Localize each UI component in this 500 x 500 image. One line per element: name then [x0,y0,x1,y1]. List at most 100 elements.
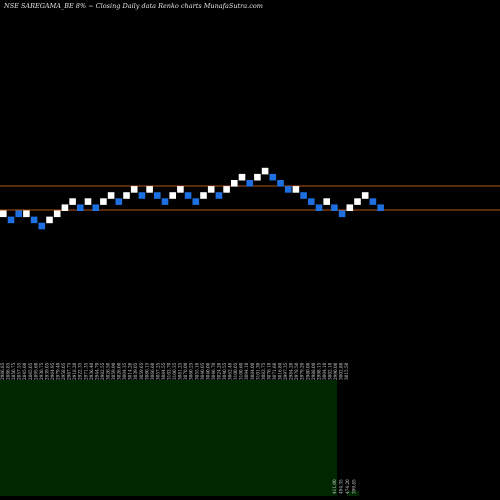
tick-label: 2865.05 [28,362,33,380]
tick-label: 3084.00 [250,362,255,380]
chart-title: NSE SAREGAMA_BE 8% ~ Closing Daily data … [4,2,263,10]
renko-brick-up [123,192,130,199]
renko-brick-up [146,186,153,193]
tick-label: 3040.00 [205,362,210,380]
tick-label: 3060.25 [189,362,194,380]
tick-label: 2986.85 [0,362,5,380]
tick-label: 3026.00 [117,362,122,380]
tick-label: 3083.75 [261,362,266,380]
renko-brick-down [246,180,253,187]
volume-panel-tail [347,491,360,496]
renko-brick-up [100,198,107,205]
tick-label: 3070.00 [183,362,188,380]
renko-brick-down [277,180,284,187]
renko-brick-down [315,204,323,211]
tick-label: 3002.80 [339,362,344,380]
tick-label: 3066.60 [150,362,155,380]
tick-label: 2944.70 [94,362,99,380]
tick-label: 3071.60 [272,362,277,380]
tick-label: 3059.65 [139,362,144,380]
renko-brick-up [107,192,115,199]
tick-label: 2845.60 [22,362,27,380]
tick-label: 2958.05 [61,362,66,380]
renko-brick-down [7,216,15,224]
renko-brick-up [46,216,53,224]
tick-label: 3039.05 [133,362,138,380]
volume-label: 399.85 [352,479,357,494]
tick-label: 2895.60 [33,362,38,380]
tick-label: 3059.90 [111,362,116,380]
tick-label: 3016.80 [278,362,283,380]
renko-brick-up [346,204,354,211]
volume-panel [0,380,338,496]
renko-brick-up [200,192,207,199]
tick-label: 2857.55 [17,362,22,380]
renko-brick-down [331,204,338,211]
renko-brick-up [292,186,300,193]
tick-label: 3026.50 [105,362,110,380]
tick-label: 2886.85 [6,362,11,380]
tick-label: 2978.50 [294,362,299,380]
renko-brick-down [115,198,123,205]
tick-label: 3080.15 [144,362,149,380]
renko-brick-up [169,192,176,199]
tick-label: 3094.10 [244,362,249,380]
tick-label: 3100.60 [239,362,244,380]
volume-panel-layer [0,380,360,496]
tick-label: 2982.55 [100,362,105,380]
tick-label: 3024.20 [216,362,221,380]
renko-brick-down [15,210,22,218]
tick-label: 3004.35 [122,362,127,380]
renko-brick-up [323,198,330,205]
tick-label: 3102.70 [167,362,172,380]
tick-label: 2979.40 [56,362,61,380]
renko-brick-down [308,198,315,205]
renko-brick-down [192,198,200,205]
tick-label: 3040.55 [222,362,227,380]
renko-brick-up [223,186,230,193]
renko-brick-down [38,222,46,230]
renko-brick-down [154,192,161,199]
tick-label: 3057.25 [155,362,160,380]
renko-brick-up [84,198,92,205]
tick-label: 2984.20 [289,362,294,380]
tick-label: 3084.55 [161,362,166,380]
renko-brick-up [61,204,69,211]
volume-label: 474.20 [345,479,350,494]
renko-brick-down [269,173,277,181]
tick-label: 3076.10 [266,362,271,380]
tick-label: 3100.35 [172,362,177,380]
tick-label: 2971.35 [83,362,88,380]
renko-brick-up [0,210,7,218]
tick-label: 2918.20 [72,362,77,380]
tick-label: 2997.35 [283,362,288,380]
tick-label: 2979.20 [300,362,305,380]
renko-brick-down [215,192,223,199]
tick-label: 2988.00 [311,362,316,380]
bricks-layer [0,167,384,230]
tick-labels-layer: 2986.85 2886.85 2850.75 2857.55 2845.60 2865.… [0,362,357,494]
renko-brick-down [92,204,99,211]
renko-brick-down [161,198,169,205]
tick-label: 2936.40 [89,362,94,380]
renko-brick-up [130,186,138,193]
tick-label: 3040.05 [200,362,205,380]
tick-label: 2964.95 [50,362,55,380]
renko-brick-down [338,210,346,218]
volume-label: 494.35 [339,479,344,494]
renko-brick-up [261,167,269,175]
tick-label: 2998.15 [316,362,321,380]
volume-label: 411.00 [332,479,337,494]
renko-brick-up [207,186,215,193]
renko-brick-down [138,192,146,199]
renko-brick-up [177,186,184,193]
tick-label: 3046.70 [211,362,216,380]
tick-label: 2922.35 [78,362,83,380]
renko-brick-down [377,204,384,211]
tick-label: 3101.30 [255,362,260,380]
tick-label: 2939.05 [44,362,49,380]
renko-brick-down [184,192,192,199]
renko-brick-up [361,192,369,199]
tick-label: 2987.75 [67,362,72,380]
renko-brick-down [30,216,38,224]
